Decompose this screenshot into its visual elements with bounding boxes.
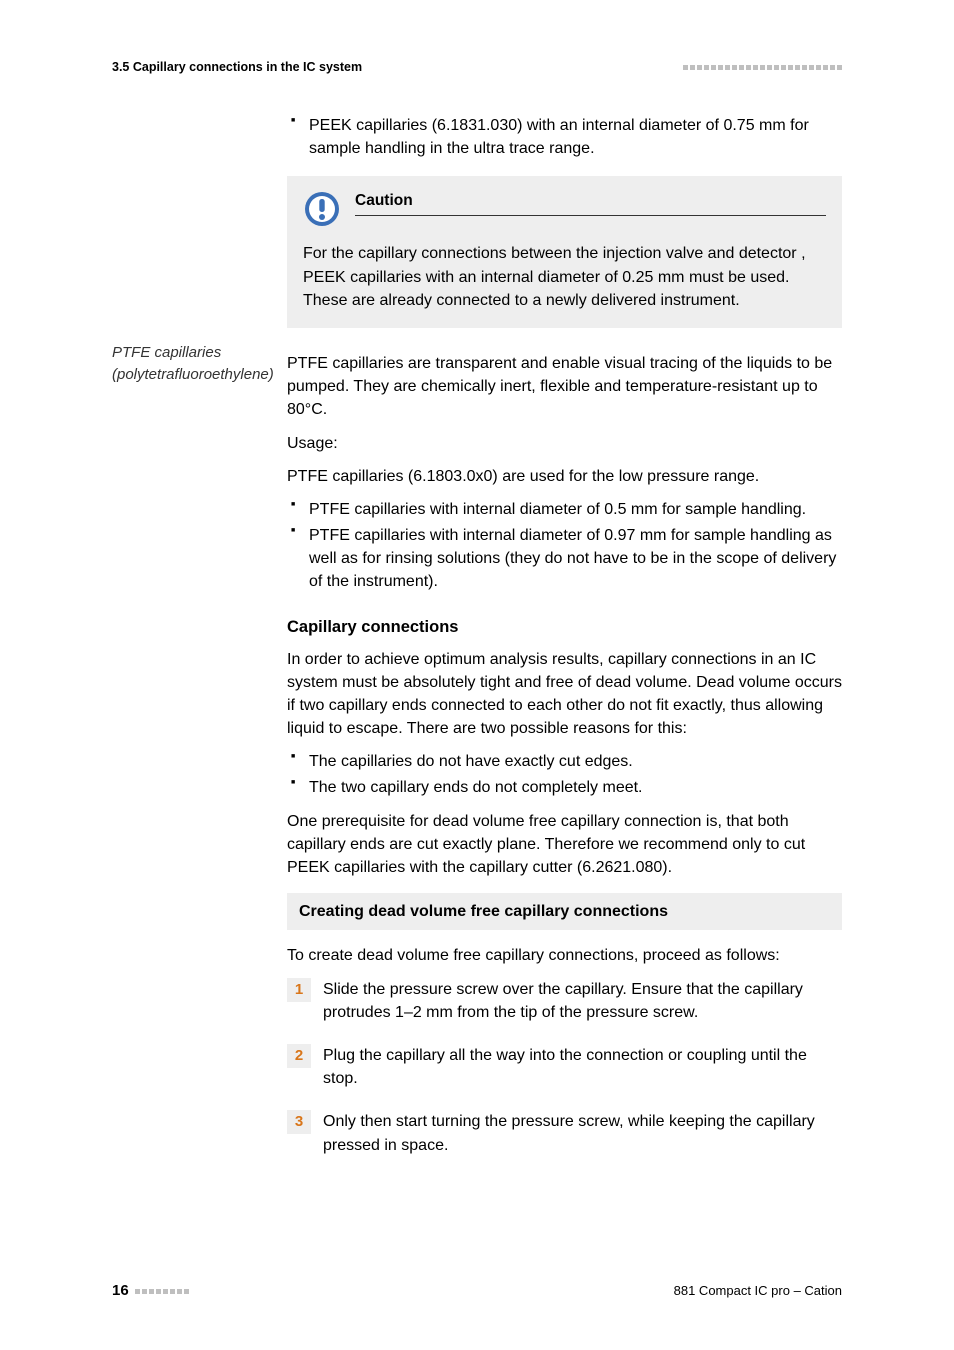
page-header: 3.5 Capillary connections in the IC syst… bbox=[112, 58, 842, 76]
procedure-step: 2 Plug the capillary all the way into th… bbox=[287, 1044, 842, 1090]
caution-icon bbox=[303, 190, 341, 228]
procedure-title: Creating dead volume free capillary conn… bbox=[287, 893, 842, 930]
footer-left: 16 bbox=[112, 1280, 189, 1302]
ptfe-usage-label: Usage: bbox=[287, 432, 842, 455]
cap-conn-bullet-list: The capillaries do not have exactly cut … bbox=[287, 750, 842, 799]
page-footer: 16 881 Compact IC pro – Cation bbox=[112, 1280, 842, 1302]
list-item: The capillaries do not have exactly cut … bbox=[287, 750, 842, 773]
page-content: PEEK capillaries (6.1831.030) with an in… bbox=[112, 110, 842, 1177]
list-item: PTFE capillaries with internal diameter … bbox=[287, 498, 842, 521]
caution-header: Caution bbox=[303, 190, 826, 228]
step-number: 1 bbox=[287, 978, 311, 1002]
list-item: PEEK capillaries (6.1831.030) with an in… bbox=[287, 114, 842, 160]
header-dots bbox=[683, 65, 842, 70]
caution-title-wrap: Caution bbox=[355, 190, 826, 215]
procedure-intro: To create dead volume free capillary con… bbox=[287, 944, 842, 967]
section-title: 3.5 Capillary connections in the IC syst… bbox=[112, 58, 362, 76]
cap-conn-paragraph: In order to achieve optimum analysis res… bbox=[287, 648, 842, 741]
footer-dots bbox=[135, 1289, 189, 1294]
step-text: Only then start turning the pressure scr… bbox=[323, 1110, 842, 1156]
top-bullet-list: PEEK capillaries (6.1831.030) with an in… bbox=[287, 114, 842, 160]
list-item: PTFE capillaries with internal diameter … bbox=[287, 524, 842, 594]
step-text: Slide the pressure screw over the capill… bbox=[323, 978, 842, 1024]
sidebar-ptfe-label: PTFE capillaries (polytetrafluoroethylen… bbox=[112, 342, 262, 386]
ptfe-bullet-list: PTFE capillaries with internal diameter … bbox=[287, 498, 842, 594]
step-text: Plug the capillary all the way into the … bbox=[323, 1044, 842, 1090]
step-number: 3 bbox=[287, 1110, 311, 1134]
ptfe-usage-desc: PTFE capillaries (6.1803.0x0) are used f… bbox=[287, 465, 842, 488]
cap-conn-paragraph-2: One prerequisite for dead volume free ca… bbox=[287, 810, 842, 880]
procedure-step: 3 Only then start turning the pressure s… bbox=[287, 1110, 842, 1156]
ptfe-paragraph: PTFE capillaries are transparent and ena… bbox=[287, 352, 842, 422]
procedure-step: 1 Slide the pressure screw over the capi… bbox=[287, 978, 842, 1024]
caution-title: Caution bbox=[355, 190, 826, 215]
main-column: PEEK capillaries (6.1831.030) with an in… bbox=[287, 114, 842, 328]
step-number: 2 bbox=[287, 1044, 311, 1068]
list-item: The two capillary ends do not completely… bbox=[287, 776, 842, 799]
capillary-connections-heading: Capillary connections bbox=[287, 616, 842, 640]
caution-box: Caution For the capillary connections be… bbox=[287, 176, 842, 328]
footer-product: 881 Compact IC pro – Cation bbox=[674, 1282, 842, 1301]
page-number: 16 bbox=[112, 1280, 129, 1302]
caution-body: For the capillary connections between th… bbox=[303, 242, 826, 312]
ptfe-section: PTFE capillaries are transparent and ena… bbox=[287, 352, 842, 1157]
